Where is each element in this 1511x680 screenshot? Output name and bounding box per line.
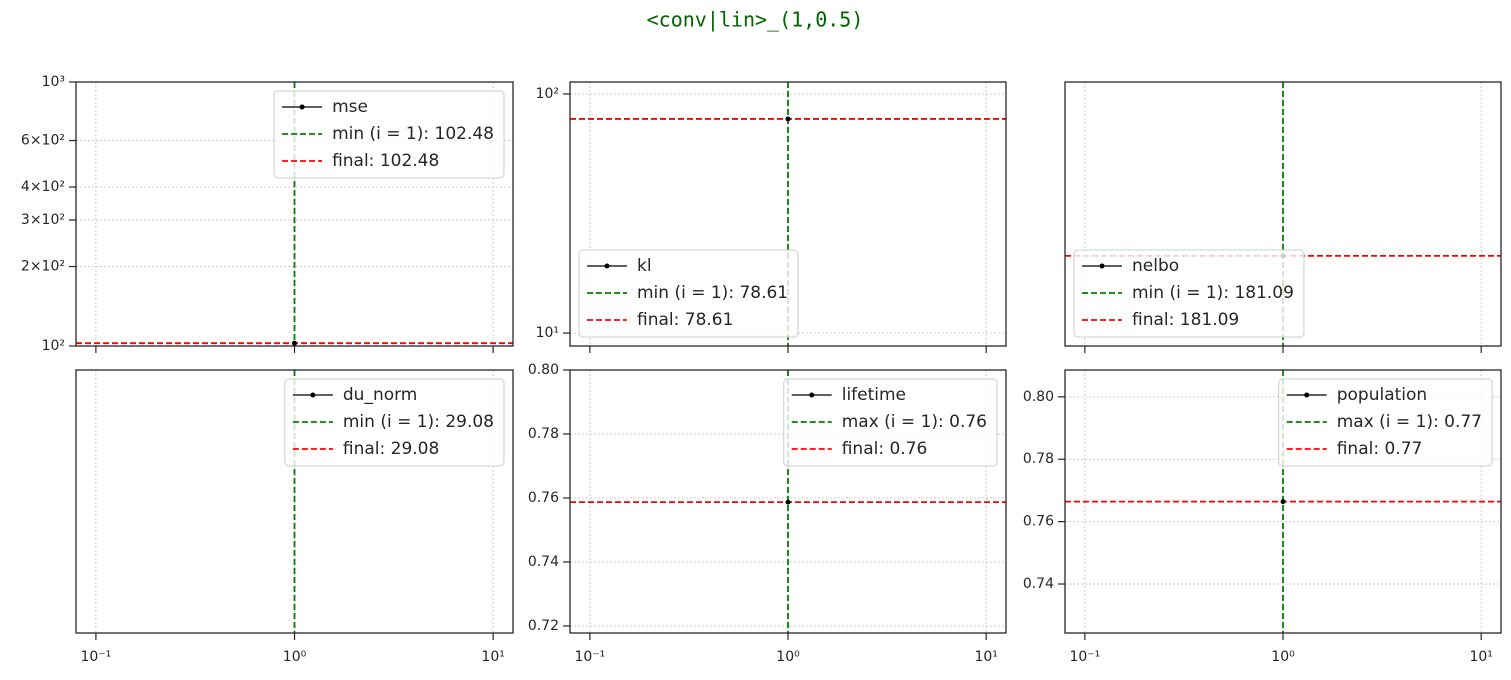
x-tick-label: 10⁻¹ <box>574 649 605 665</box>
legend-label: final: 181.09 <box>1132 310 1239 330</box>
legend-swatch-marker <box>1304 392 1310 398</box>
data-point <box>785 499 791 505</box>
legend-swatch-marker <box>299 104 305 110</box>
y-tick-label: 6×10² <box>21 133 65 149</box>
subplot: 10² 2×10² 3×10² 4×10² 6×10² 10³ mse min (i = 1)… <box>21 74 514 354</box>
axes-frame <box>569 369 1007 634</box>
legend-label: max (i = 1): 0.76 <box>842 412 987 432</box>
y-tick-label: 10² <box>42 338 65 354</box>
legend-box <box>578 249 799 338</box>
legend-label: mse <box>332 97 368 117</box>
legend-label: du_norm <box>343 385 418 405</box>
legend-label: lifetime <box>842 385 906 405</box>
legend-box <box>1278 378 1493 467</box>
plot-area <box>1065 370 1501 633</box>
data-point <box>785 116 791 122</box>
legend-box <box>284 378 505 467</box>
legend-label: final: 78.61 <box>637 310 733 330</box>
y-tick-label: 3×10² <box>21 212 65 228</box>
y-tick-label: 0.74 <box>1023 576 1054 592</box>
subplot: 10⁻¹ 10⁰ 10¹ 0.72 0.74 0.76 0.78 0.80 lifetime ma… <box>528 362 1007 665</box>
legend: nelbo min (i = 1): 181.09 final: 181.09 <box>1073 249 1305 338</box>
legend-label: final: 0.76 <box>842 439 928 459</box>
axes-frame <box>75 369 514 634</box>
legend-box <box>1073 249 1305 338</box>
legend: kl min (i = 1): 78.61 final: 78.61 <box>578 249 799 338</box>
x-tick-label: 10⁻¹ <box>1069 649 1100 665</box>
legend-label: final: 29.08 <box>343 439 439 459</box>
legend-swatch-marker <box>1099 263 1105 269</box>
legend-swatch-marker <box>809 392 815 398</box>
subplot: 10¹ 10² kl min (i = 1): 78.61 final: 78.61 <box>536 81 1007 353</box>
data-point <box>292 340 298 346</box>
legend-label: min (i = 1): 102.48 <box>332 124 494 144</box>
legend-label: min (i = 1): 78.61 <box>637 283 788 303</box>
y-tick-label: 2×10² <box>21 259 65 275</box>
plot-area <box>76 82 513 346</box>
x-tick-label: 10¹ <box>1469 649 1492 665</box>
legend-label: final: 102.48 <box>332 151 439 171</box>
plot-area <box>293 370 296 633</box>
y-tick-label: 0.76 <box>528 490 559 506</box>
figure-title: <conv|lin>_(1,0.5) <box>647 8 864 32</box>
x-tick-label: 10¹ <box>481 649 504 665</box>
axes-frame <box>75 81 514 347</box>
y-tick-label: 0.74 <box>528 554 559 570</box>
y-tick-label: 0.80 <box>528 362 559 378</box>
data-point <box>1280 499 1286 505</box>
axes-frame <box>1064 369 1502 634</box>
legend-swatch-marker <box>310 392 316 398</box>
y-tick-label: 0.76 <box>1023 514 1054 530</box>
legend-label: max (i = 1): 0.77 <box>1337 412 1482 432</box>
y-tick-label: 0.72 <box>528 618 559 634</box>
y-tick-label: 0.78 <box>1023 451 1054 467</box>
legend-label: final: 0.77 <box>1337 439 1423 459</box>
legend-box <box>273 90 505 179</box>
axes-frame <box>569 81 1007 347</box>
legend-label: min (i = 1): 181.09 <box>1132 283 1294 303</box>
plot-area <box>570 370 1006 633</box>
x-tick-label: 10⁻¹ <box>80 649 111 665</box>
x-tick-label: 10⁰ <box>283 649 307 665</box>
y-tick-label: 0.80 <box>1023 389 1054 405</box>
legend: population max (i = 1): 0.77 final: 0.77 <box>1278 378 1493 467</box>
y-tick-label: 10¹ <box>536 325 559 341</box>
legend-swatch-marker <box>604 263 610 269</box>
axes-frame <box>1064 81 1502 347</box>
legend-label: min (i = 1): 29.08 <box>343 412 494 432</box>
legend-box <box>783 378 998 467</box>
subplot: 10⁻¹ 10⁰ 10¹ 0.74 0.76 0.78 0.80 population max … <box>1023 369 1502 665</box>
y-tick-label: 4×10² <box>21 179 65 195</box>
legend-label: population <box>1337 385 1427 405</box>
x-tick-label: 10⁰ <box>1271 649 1295 665</box>
x-tick-label: 10¹ <box>974 649 997 665</box>
subplot: nelbo min (i = 1): 181.09 final: 181.09 <box>1064 81 1502 353</box>
legend: lifetime max (i = 1): 0.76 final: 0.76 <box>783 378 998 467</box>
legend-label: kl <box>637 256 652 276</box>
legend-label: nelbo <box>1132 256 1179 276</box>
y-tick-label: 10² <box>536 86 559 102</box>
y-tick-label: 0.78 <box>528 426 559 442</box>
y-tick-label: 10³ <box>42 74 65 90</box>
legend: mse min (i = 1): 102.48 final: 102.48 <box>273 90 505 179</box>
x-tick-label: 10⁰ <box>776 649 800 665</box>
